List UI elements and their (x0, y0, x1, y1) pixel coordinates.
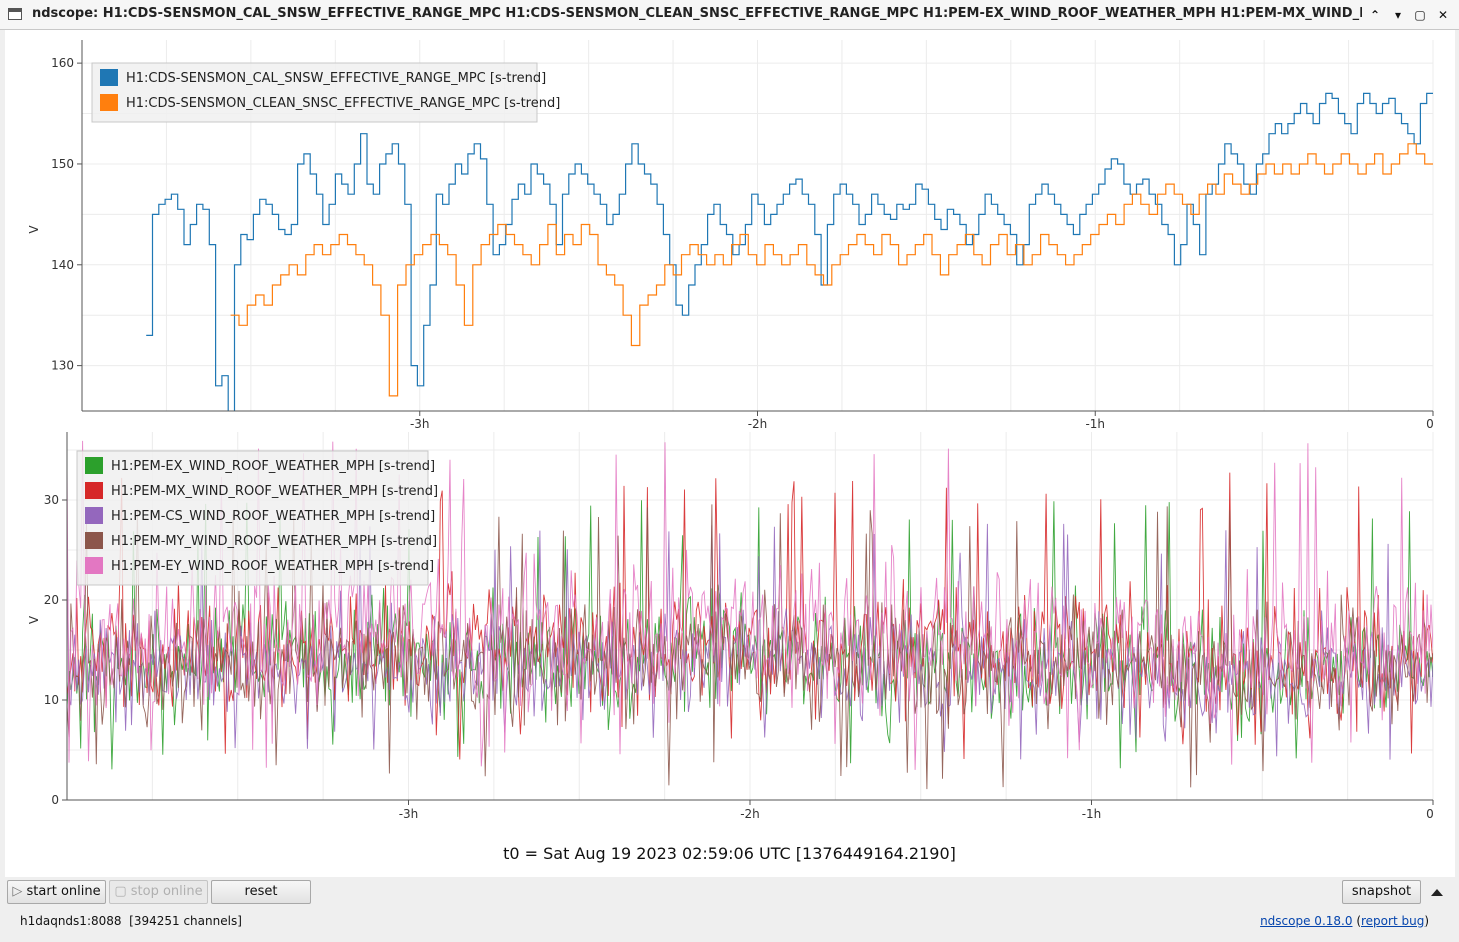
stop-icon: ▢ (114, 884, 131, 899)
series-line-5 (67, 440, 1433, 770)
version-link[interactable]: ndscope 0.18.0 (1260, 914, 1353, 928)
shade-icon[interactable]: ⌃ (1369, 8, 1381, 22)
minimize-icon[interactable]: ▾ (1394, 8, 1402, 22)
start-online-button[interactable]: ▷ start online (7, 880, 106, 904)
y-tick-label: 150 (51, 157, 74, 171)
series-line-1 (146, 92, 1433, 411)
legend-label: H1:CDS-SENSMON_CAL_SNSW_EFFECTIVE_RANGE_… (126, 71, 546, 86)
start-online-label: start online (26, 884, 101, 899)
legend-swatch (85, 532, 103, 549)
version-status: ndscope 0.18.0 (report bug) (1260, 914, 1429, 928)
legend-swatch (85, 557, 103, 574)
legend-box (76, 450, 429, 586)
legend-box (91, 62, 538, 123)
plots-canvas[interactable]: 130 140 150 160 -3h -2h -1h 0 V H1:CDS-SENSMON_CA… (0, 0, 1459, 842)
legend-swatch (100, 94, 118, 111)
x-tick-label: 0 (1426, 807, 1434, 821)
legend-swatch (85, 457, 103, 474)
y-tick-label: 130 (51, 359, 74, 373)
app-window-icon[interactable] (8, 8, 22, 20)
x-tick-label: -1h (1082, 807, 1102, 821)
y-axis-label: V (27, 615, 41, 624)
report-prefix: ( (1356, 914, 1361, 928)
legend-label: H1:PEM-MX_WIND_ROOF_WEATHER_MPH [s-trend… (111, 484, 438, 499)
legend-label: H1:PEM-MY_WIND_ROOF_WEATHER_MPH [s-trend… (111, 534, 437, 549)
stop-online-label: stop online (130, 884, 203, 899)
reset-button[interactable]: reset (211, 880, 311, 904)
stop-online-button[interactable]: ▢ stop online (109, 880, 208, 904)
maximize-icon[interactable]: ▢ (1414, 8, 1426, 22)
y-tick-label: 30 (44, 493, 59, 507)
title-bar[interactable]: ndscope: H1:CDS-SENSMON_CAL_SNSW_EFFECTI… (0, 0, 1459, 30)
close-icon[interactable]: ✕ (1437, 8, 1449, 22)
t0-label: t0 = Sat Aug 19 2023 02:59:06 UTC [13764… (503, 844, 956, 863)
legend-label: H1:PEM-EY_WIND_ROOF_WEATHER_MPH [s-trend… (111, 559, 434, 574)
x-tick-label: -1h (1085, 417, 1105, 431)
server-status: h1daqnds1:8088 [394251 channels] (20, 914, 242, 928)
expand-up-icon[interactable] (1430, 884, 1444, 898)
x-tick-label: -2h (740, 807, 760, 821)
y-axis-label: V (27, 225, 41, 234)
legend-label: H1:PEM-CS_WIND_ROOF_WEATHER_MPH [s-trend… (111, 509, 435, 524)
range-plot[interactable]: 130 140 150 160 -3h -2h -1h 0 V H1:CDS-SENSMON_CA… (27, 40, 1434, 436)
x-tick-label: -2h (748, 417, 768, 431)
report-suffix: ) (1424, 914, 1429, 928)
series-line-2 (230, 143, 1433, 397)
window-title: ndscope: H1:CDS-SENSMON_CAL_SNSW_EFFECTI… (32, 6, 1362, 21)
x-tick-label: -3h (410, 417, 430, 431)
x-tick-label: -3h (399, 807, 419, 821)
legend-swatch (85, 482, 103, 499)
play-icon: ▷ (12, 884, 27, 899)
series-group (146, 92, 1433, 411)
y-tick-label: 140 (51, 258, 74, 272)
snapshot-button[interactable]: snapshot (1342, 880, 1421, 904)
legend-swatch (100, 69, 118, 86)
legend-swatch (85, 507, 103, 524)
x-tick-label: 0 (1426, 417, 1434, 431)
legend-label: H1:PEM-EX_WIND_ROOF_WEATHER_MPH [s-trend… (111, 459, 435, 474)
wind-plot[interactable]: 0 10 20 30 -3h -2h -1h 0 V H1:PEM-EX_WIND_ROOF_WE… (27, 432, 1434, 821)
y-tick-label: 10 (44, 693, 59, 707)
y-tick-label: 20 (44, 593, 59, 607)
y-tick-label: 0 (51, 793, 59, 807)
y-tick-label: 160 (51, 56, 74, 70)
report-bug-link[interactable]: report bug (1361, 914, 1425, 928)
legend-label: H1:CDS-SENSMON_CLEAN_SNSC_EFFECTIVE_RANG… (126, 96, 560, 111)
